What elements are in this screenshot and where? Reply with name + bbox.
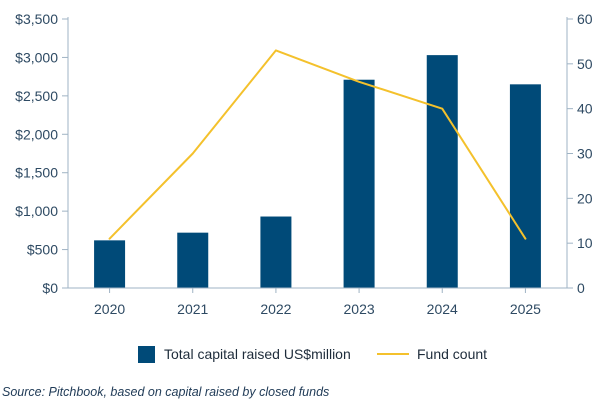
legend-line-swatch [377, 353, 409, 355]
x-tick-label-2023: 2023 [344, 301, 375, 317]
fund-count-point-2024 [441, 107, 444, 110]
fund-count-point-2021 [191, 152, 194, 155]
bars [94, 55, 541, 289]
bar-2021 [177, 232, 209, 288]
y-right-tick-label: 40 [577, 101, 593, 117]
legend-item-fund-count: Fund count [377, 343, 487, 365]
y-right-tick-label: 60 [577, 11, 593, 27]
x-tick-label-2020: 2020 [94, 301, 125, 317]
fund-count-line-group [108, 49, 527, 240]
bar-2023 [343, 79, 375, 289]
tick-labels: $0 $500 $1,000 $1,500 $2,000 $2,500 $3,000 $3,5… [15, 11, 593, 317]
bar-2020 [94, 240, 126, 288]
legend-item-capital: Total capital raised US$million [138, 343, 351, 365]
axes [62, 17, 573, 293]
combo-chart: $0 $500 $1,000 $1,500 $2,000 $2,500 $3,000 $3,5… [15, 11, 593, 317]
y-left-tick-label: $2,000 [15, 126, 58, 142]
y-left-tick-label: $3,500 [15, 11, 58, 27]
y-right-tick-label: 30 [577, 146, 593, 162]
x-tick-label-2022: 2022 [260, 301, 291, 317]
legend-label-fund-count: Fund count [417, 346, 488, 362]
bar-2024 [426, 55, 458, 288]
y-left-tick-label: $0 [42, 280, 58, 296]
y-left-tick-label: $1,500 [15, 165, 58, 181]
x-tick-label-2024: 2024 [427, 301, 458, 317]
legend-bar-swatch [138, 345, 155, 363]
legend-label-capital: Total capital raised US$million [164, 346, 351, 362]
legend: Total capital raised US$million Fund cou… [0, 343, 608, 367]
bar-2025 [509, 84, 541, 288]
fund-count-point-2025 [524, 237, 527, 240]
y-left-tick-label: $3,000 [15, 49, 58, 65]
y-right-tick-label: 20 [577, 190, 593, 206]
source-note: Source: Pitchbook, based on capital rais… [2, 385, 330, 399]
y-left-tick-label: $2,500 [15, 88, 58, 104]
fund-count-point-2023 [358, 80, 360, 83]
y-right-tick-label: 10 [577, 235, 593, 251]
y-left-tick-label: $1,000 [15, 203, 58, 219]
fund-count-point-2022 [275, 49, 277, 52]
y-left-tick-label: $500 [27, 242, 58, 258]
x-tick-label-2021: 2021 [177, 301, 208, 317]
fund-count-point-2020 [108, 237, 111, 240]
y-right-tick-label: 0 [577, 280, 585, 296]
x-tick-label-2025: 2025 [510, 301, 541, 317]
y-right-tick-label: 50 [577, 56, 593, 72]
bar-2022 [260, 216, 292, 288]
fund-count-line [108, 49, 527, 240]
